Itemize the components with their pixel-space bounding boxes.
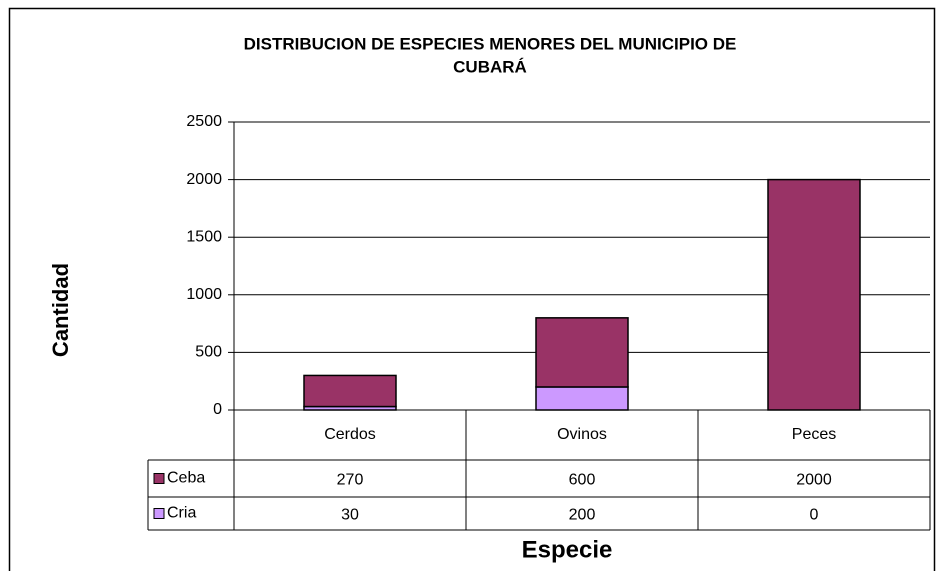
legend-swatch [153,473,165,484]
legend-label: Ceba [167,470,205,487]
bar-segment [767,178,861,411]
y-tick-label: 0 [213,401,222,418]
x-tick-label: Cerdos [324,426,376,443]
x-tick-label: Ovinos [557,426,607,443]
x-tick-label: Peces [792,426,836,443]
bar-segment [535,386,629,411]
chart-title: CUBARÁ [453,57,527,76]
y-tick-label: 2000 [186,171,222,188]
y-tick-label: 2500 [186,113,222,130]
bar-segment [535,317,629,388]
y-tick-label: 500 [195,344,222,361]
table-value: 2000 [796,472,832,489]
bar-segment [303,374,397,408]
table-value: 0 [810,507,819,524]
y-axis-label: Cantidad [48,263,73,357]
table-value: 30 [341,507,359,524]
table-value: 200 [569,507,596,524]
legend-label: Cria [167,505,196,522]
table-value: 600 [569,472,596,489]
frame [8,7,936,571]
y-tick-label: 1500 [186,228,222,245]
table-value: 270 [337,472,364,489]
chart-title: DISTRIBUCION DE ESPECIES MENORES DEL MUN… [244,34,737,53]
y-tick-label: 1000 [186,286,222,303]
legend-swatch [153,508,165,519]
x-axis-label: Especie [522,536,613,563]
